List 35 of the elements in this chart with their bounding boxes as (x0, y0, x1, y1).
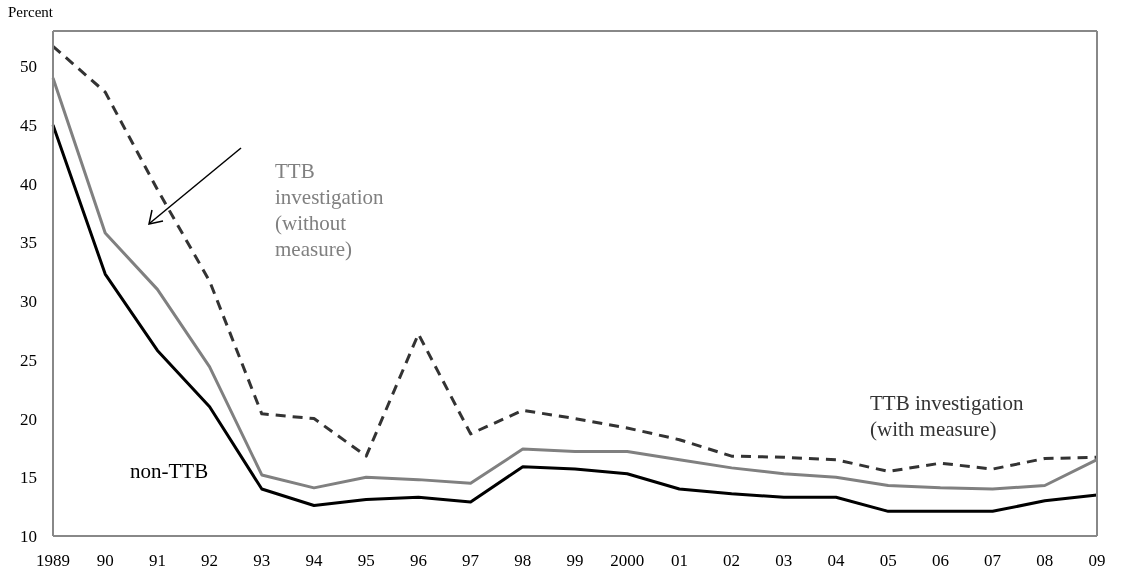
x-tick-label: 01 (670, 551, 688, 571)
x-tick-label: 06 (931, 551, 949, 571)
y-tick-label: 10 (20, 527, 37, 547)
x-tick-label: 96 (409, 551, 427, 571)
y-tick-label: 40 (20, 174, 37, 194)
y-tick-label: 15 (20, 468, 37, 488)
x-tick-label: 92 (201, 551, 219, 571)
x-tick-label: 94 (305, 551, 323, 571)
x-tick-label: 90 (96, 551, 114, 571)
line-series (51, 123, 1099, 513)
series-label: TTB investigation (with measure) (870, 390, 1025, 442)
x-tick-label: 97 (462, 551, 480, 571)
x-tick-label: 1989 (36, 551, 70, 571)
x-tick-label: 98 (514, 551, 532, 571)
y-tick-label: 50 (20, 57, 37, 77)
y-tick-label: 20 (20, 409, 37, 429)
x-tick-label: 93 (253, 551, 271, 571)
x-tick-label: 03 (775, 551, 793, 571)
x-tick-label: 05 (879, 551, 897, 571)
text: TTB investigation (without measure) (275, 158, 385, 262)
x-tick-label: 2000 (610, 551, 645, 571)
x-tick-label: 07 (984, 551, 1002, 571)
x-tick-label: 99 (566, 551, 584, 571)
x-tick-label: 04 (827, 551, 845, 571)
series-label: non-TTB (130, 458, 210, 484)
y-axis-title: Percent (8, 4, 53, 21)
x-tick-label: 95 (357, 551, 375, 571)
x-tick-label: 91 (148, 551, 166, 571)
x-tick-label: 08 (1036, 551, 1054, 571)
y-tick-label: 45 (20, 115, 37, 135)
x-tick-label: 09 (1088, 551, 1106, 571)
y-tick-label: 35 (20, 233, 37, 253)
x-tick-label: 02 (723, 551, 741, 571)
y-tick-label: 25 (20, 350, 37, 370)
y-tick-label: 30 (20, 292, 37, 312)
